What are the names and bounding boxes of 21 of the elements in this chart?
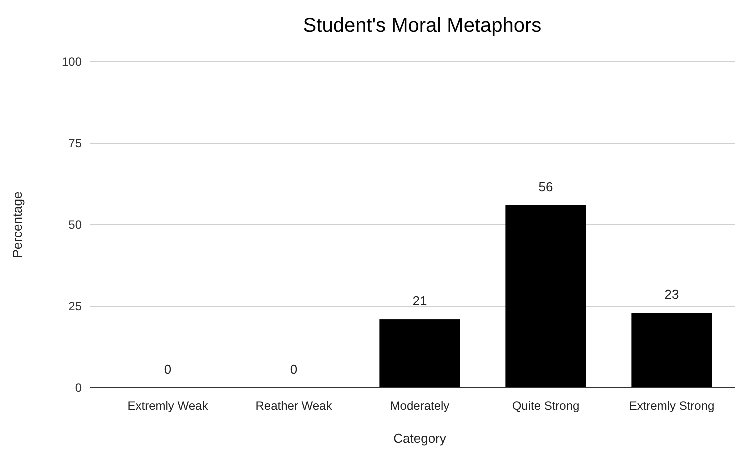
x-tick-label: Quite Strong xyxy=(512,399,580,413)
y-tick-label: 25 xyxy=(68,300,82,314)
data-label: 56 xyxy=(538,179,554,194)
data-label: 0 xyxy=(290,362,298,377)
y-tick-label: 75 xyxy=(68,136,82,151)
data-label: 0 xyxy=(164,362,172,377)
x-tick-label: Extremly Strong xyxy=(629,399,715,413)
bar xyxy=(380,320,460,388)
x-tick-label: Moderately xyxy=(390,399,450,413)
y-tick-label: 100 xyxy=(62,55,82,70)
y-tick-label: 0 xyxy=(75,381,82,396)
x-tick-label: Extremly Weak xyxy=(128,399,210,413)
bar xyxy=(506,205,586,388)
y-axis-title: Percentage xyxy=(10,192,25,258)
data-label: 21 xyxy=(412,294,428,309)
data-label: 23 xyxy=(664,287,680,302)
x-tick-label: Reather Weak xyxy=(256,399,334,413)
y-tick-label: 50 xyxy=(68,218,82,232)
x-axis-title: Category xyxy=(394,431,447,446)
chart-title: Student's Moral Metaphors xyxy=(303,15,542,37)
bar xyxy=(632,313,712,388)
